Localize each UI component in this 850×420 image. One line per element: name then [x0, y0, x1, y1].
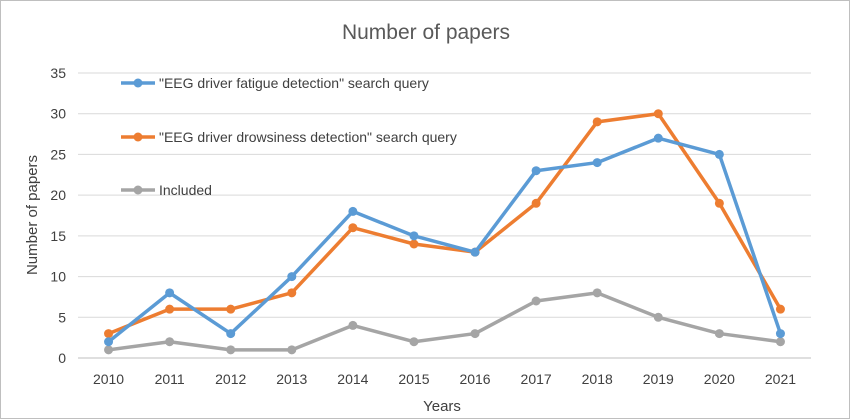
data-point	[775, 337, 785, 347]
legend-item: "EEG driver drowsiness detection" search…	[121, 129, 457, 145]
data-point	[104, 337, 114, 347]
data-point	[470, 329, 480, 339]
chart-title: Number of papers	[342, 21, 510, 44]
data-point	[531, 296, 541, 306]
x-axis-ticks: 2010 2011 2012 2013 2014 2015 2016 2017 2018 2019…	[93, 371, 796, 387]
y-tick-label: 0	[58, 350, 66, 366]
x-tick-label: 2012	[215, 371, 246, 387]
data-point	[775, 329, 785, 339]
data-point	[226, 304, 236, 314]
data-point	[409, 231, 419, 241]
data-point	[531, 166, 541, 176]
data-point	[348, 223, 358, 233]
x-tick-label: 2017	[521, 371, 552, 387]
x-tick-label: 2016	[459, 371, 490, 387]
y-tick-label: 25	[50, 146, 66, 162]
data-point	[592, 117, 602, 127]
x-tick-label: 2019	[643, 371, 674, 387]
x-tick-label: 2021	[765, 371, 796, 387]
gridlines	[78, 72, 811, 359]
data-point	[226, 345, 236, 355]
legend-swatch-marker	[133, 185, 143, 195]
series-line	[106, 111, 783, 336]
data-point	[287, 288, 297, 298]
data-point	[775, 304, 785, 314]
data-point	[470, 247, 480, 257]
y-tick-label: 30	[50, 106, 66, 122]
y-tick-label: 10	[50, 269, 66, 285]
data-point	[348, 206, 358, 216]
y-tick-label: 20	[50, 187, 66, 203]
data-point	[409, 337, 419, 347]
data-point	[165, 337, 175, 347]
series-1	[104, 133, 785, 347]
data-point	[348, 320, 358, 330]
legend-swatch-marker	[133, 78, 143, 88]
data-point	[226, 329, 236, 339]
data-point	[104, 345, 114, 355]
x-tick-label: 2014	[337, 371, 368, 387]
x-tick-label: 2018	[582, 371, 613, 387]
data-point	[714, 149, 724, 159]
legend: "EEG driver fatigue detection" search qu…	[121, 75, 457, 198]
data-point	[287, 345, 297, 355]
x-tick-label: 2013	[276, 371, 307, 387]
series-line	[106, 291, 783, 352]
x-tick-label: 2011	[155, 371, 185, 387]
legend-label: "EEG driver fatigue detection" search qu…	[159, 75, 429, 91]
data-point	[165, 288, 175, 298]
data-point	[165, 304, 175, 314]
series-line	[106, 136, 783, 344]
legend-label: Included	[159, 182, 212, 198]
series-3	[104, 288, 785, 355]
data-point	[531, 198, 541, 208]
y-axis-label: Number of papers	[24, 155, 41, 275]
data-point	[409, 239, 419, 249]
legend-swatch-marker	[133, 132, 143, 142]
legend-item: "EEG driver fatigue detection" search qu…	[121, 75, 429, 91]
y-tick-label: 5	[58, 309, 66, 325]
data-point	[592, 158, 602, 168]
legend-label: "EEG driver drowsiness detection" search…	[159, 129, 457, 145]
y-tick-label: 15	[50, 228, 66, 244]
data-point	[653, 312, 663, 322]
data-point	[714, 329, 724, 339]
data-point	[287, 272, 297, 282]
data-point	[592, 288, 602, 298]
data-point	[104, 329, 114, 339]
series-lines	[104, 109, 785, 355]
legend-item: Included	[121, 182, 212, 198]
data-point	[714, 198, 724, 208]
x-tick-label: 2015	[398, 371, 429, 387]
x-axis-label: Years	[423, 398, 461, 415]
x-tick-label: 2020	[704, 371, 735, 387]
y-tick-label: 35	[50, 65, 66, 81]
x-tick-label: 2010	[93, 371, 124, 387]
data-point	[653, 133, 663, 143]
data-point	[653, 109, 663, 119]
y-axis-ticks: 0 5 10 15 20 25 30 35	[50, 65, 66, 366]
